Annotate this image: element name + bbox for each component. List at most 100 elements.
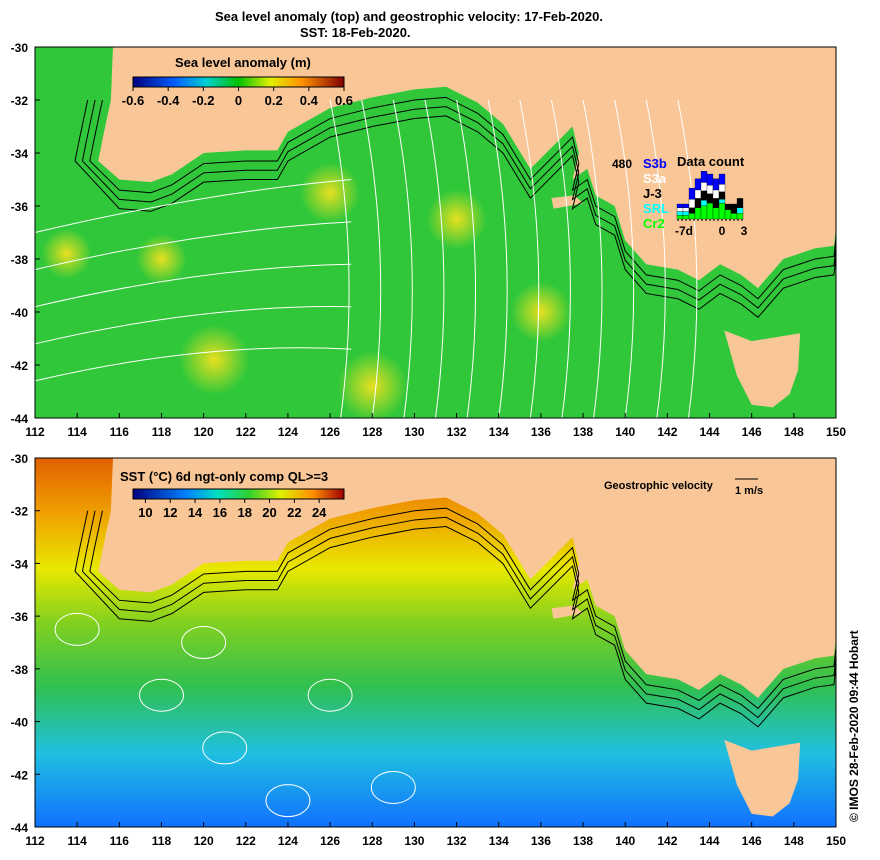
sla-streamline bbox=[487, 99, 508, 419]
bathymetry-contour bbox=[81, 510, 837, 719]
x-tick-label: 134 bbox=[489, 834, 509, 848]
x-tick-label: 142 bbox=[657, 425, 677, 439]
y-tick-label: -44 bbox=[11, 821, 29, 835]
sst-sla-contour bbox=[370, 770, 416, 804]
y-tick-label: -30 bbox=[11, 41, 29, 55]
data-count-bar-j-3 bbox=[688, 207, 696, 214]
data-count-bar-s3b bbox=[712, 178, 720, 191]
data-count-bar-srl bbox=[676, 211, 684, 216]
x-tick-label: 144 bbox=[700, 834, 720, 848]
x-tick-label: 124 bbox=[278, 425, 298, 439]
sst-sla-contour bbox=[138, 678, 184, 712]
x-tick-label: 138 bbox=[573, 834, 593, 848]
sla-streamline bbox=[456, 99, 477, 419]
data-count-bar-cr2 bbox=[676, 215, 684, 220]
bathymetry-contour bbox=[74, 510, 837, 728]
y-tick-label: -42 bbox=[11, 359, 29, 373]
x-tick-label: 126 bbox=[320, 425, 340, 439]
colorbar-tick-label: 20 bbox=[262, 505, 276, 520]
velocity-legend-label: Geostrophic velocity bbox=[604, 480, 714, 492]
sla-streamline bbox=[424, 99, 445, 419]
y-tick-label: -36 bbox=[11, 200, 29, 214]
colorbar-tick-label: 12 bbox=[163, 505, 177, 520]
y-tick-label: -34 bbox=[11, 557, 29, 571]
sla-anomaly-patch bbox=[300, 162, 361, 223]
legend-srl: SRL bbox=[643, 201, 669, 216]
tasmania-land bbox=[724, 330, 801, 408]
sst-sla-contour bbox=[202, 731, 248, 765]
x-tick-label: 142 bbox=[657, 834, 677, 848]
x-tick-label: 148 bbox=[784, 834, 804, 848]
x-tick-label: 130 bbox=[404, 425, 424, 439]
sst-sla-contour bbox=[54, 612, 100, 646]
velocity-scale-label: 1 m/s bbox=[735, 485, 763, 497]
data-count-bar-cr2 bbox=[706, 202, 714, 220]
x-tick-label: 136 bbox=[531, 425, 551, 439]
colorbar-tick-label: -0.2 bbox=[192, 93, 214, 108]
data-count-bar-cr2 bbox=[694, 207, 702, 220]
x-tick-label: 144 bbox=[700, 425, 720, 439]
legend-s3a: S3a bbox=[643, 171, 667, 186]
colorbar-tick-label: 18 bbox=[237, 505, 251, 520]
y-tick-label: -30 bbox=[11, 452, 29, 466]
sst-sla-contour bbox=[181, 626, 227, 659]
data-count-bar-s3b bbox=[676, 203, 684, 208]
colorbar-tick-label: -0.4 bbox=[157, 93, 180, 108]
x-tick-label: 114 bbox=[67, 834, 87, 848]
x-tick-label: 132 bbox=[447, 834, 467, 848]
y-tick-label: -32 bbox=[11, 505, 29, 519]
sla-colorbar bbox=[132, 76, 345, 88]
x-tick-label: 118 bbox=[152, 425, 172, 439]
x-tick-label: 150 bbox=[826, 834, 846, 848]
sla-colorbar-title: Sea level anomaly (m) bbox=[175, 55, 311, 70]
x-tick-label: 150 bbox=[826, 425, 846, 439]
x-tick-label: 120 bbox=[194, 834, 214, 848]
x-tick-label: 128 bbox=[362, 834, 382, 848]
legend-cr2: Cr2 bbox=[643, 216, 665, 231]
y-tick-label: -40 bbox=[11, 306, 29, 320]
data-count-bar-cr2 bbox=[736, 213, 744, 220]
data-count-bar-j-3 bbox=[712, 198, 720, 208]
colorbar-tick-label: 0.6 bbox=[335, 93, 353, 108]
x-tick-label: 114 bbox=[67, 425, 87, 439]
data-count-tick-label: 3 bbox=[741, 224, 748, 238]
x-tick-label: 112 bbox=[25, 425, 45, 439]
colorbar-tick-label: 22 bbox=[287, 505, 301, 520]
sla-streamline bbox=[677, 99, 698, 419]
data-count-bar-s3b bbox=[706, 173, 714, 186]
y-tick-label: -38 bbox=[11, 663, 29, 677]
sla-streamline bbox=[645, 99, 666, 419]
data-count-bar-cr2 bbox=[730, 213, 738, 220]
figure-subtitle: SST: 18-Feb-2020. bbox=[300, 25, 411, 40]
sla-anomaly-patch bbox=[41, 228, 92, 279]
colorbar-tick-label: 0 bbox=[235, 93, 242, 108]
data-count-max-label: 480 bbox=[612, 157, 632, 171]
x-tick-label: 112 bbox=[25, 834, 45, 848]
colorbar-tick-label: 10 bbox=[138, 505, 152, 520]
data-count-bar-cr2 bbox=[700, 205, 708, 220]
colorbar-tick-label: -0.6 bbox=[122, 93, 144, 108]
sla-anomaly-patch bbox=[179, 324, 250, 395]
colorbar-tick-label: 0.2 bbox=[265, 93, 283, 108]
data-count-bar-j-3 bbox=[700, 190, 708, 201]
data-count-bar-s3b bbox=[700, 171, 708, 183]
data-count-bar-s3a bbox=[682, 207, 690, 212]
x-tick-label: 132 bbox=[447, 425, 467, 439]
sla-streamline bbox=[34, 347, 352, 382]
data-count-bar-cr2 bbox=[724, 209, 732, 220]
x-tick-label: 116 bbox=[110, 834, 130, 848]
data-count-bar-s3a bbox=[688, 199, 696, 208]
y-tick-label: -36 bbox=[11, 610, 29, 624]
y-tick-label: -34 bbox=[11, 147, 29, 161]
sst-colorbar bbox=[132, 488, 345, 500]
data-count-bar-cr2 bbox=[712, 207, 720, 220]
data-count-title: Data count bbox=[677, 154, 745, 169]
legend-s3b: S3b bbox=[643, 156, 667, 171]
x-tick-label: 116 bbox=[110, 425, 130, 439]
y-tick-label: -44 bbox=[11, 412, 29, 426]
bathymetry-contour bbox=[74, 99, 837, 318]
data-count-bar-s3b bbox=[718, 173, 726, 185]
sla-anomaly-patch bbox=[426, 189, 487, 250]
sla-anomaly-patch bbox=[337, 351, 408, 422]
